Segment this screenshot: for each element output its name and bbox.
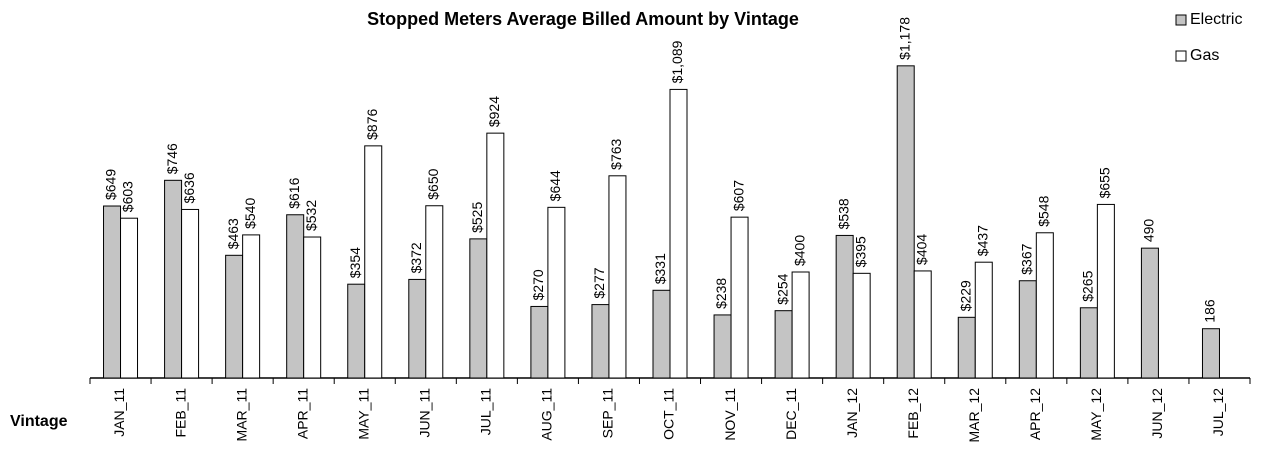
data-label: $746: [164, 143, 180, 174]
bar: [486, 132, 505, 379]
data-label: 490: [1141, 219, 1157, 243]
data-label: $603: [120, 181, 136, 212]
bar: [242, 234, 261, 379]
legend-label: Gas: [1190, 47, 1219, 64]
data-label: $254: [774, 273, 790, 304]
data-label: $924: [486, 96, 502, 127]
data-label: $649: [103, 169, 119, 200]
data-label: $1,089: [669, 40, 685, 83]
bar: [791, 271, 810, 379]
x-tick-label: MAR_11: [233, 388, 249, 442]
bar: [425, 205, 444, 379]
x-tick-label: JUL_11: [478, 388, 494, 435]
data-label: $265: [1080, 270, 1096, 301]
x-tick-label: APR_11: [294, 388, 310, 439]
x-tick-label: JUL_12: [1210, 388, 1226, 436]
x-tick-label: MAY_12: [1088, 388, 1104, 441]
bar: [164, 179, 183, 379]
data-label: $238: [713, 278, 729, 309]
bar: [286, 214, 305, 379]
legend-label: Electric: [1190, 11, 1242, 28]
data-label: $270: [530, 269, 546, 300]
data-label: $437: [974, 225, 990, 256]
x-axis-label: Vintage: [10, 413, 68, 430]
x-tick-label: FEB_12: [905, 388, 921, 439]
data-label: $400: [791, 235, 807, 266]
data-label: $616: [286, 177, 302, 208]
data-label: $395: [852, 236, 868, 267]
bar: [1140, 247, 1159, 379]
x-tick-label: JAN_11: [111, 388, 127, 437]
bar: [652, 289, 671, 379]
bar: [408, 278, 427, 379]
data-label: $463: [225, 218, 241, 249]
data-label: $607: [730, 180, 746, 211]
bar: [347, 283, 366, 379]
x-tick-label: JUN_11: [416, 388, 432, 438]
x-tick-label: NOV_11: [722, 388, 738, 441]
x-tick-label: AUG_11: [539, 388, 555, 441]
x-tick-label: APR_12: [1027, 388, 1043, 440]
bar: [1096, 203, 1115, 379]
data-label: $367: [1019, 243, 1035, 274]
bar: [913, 270, 932, 379]
x-tick-label: JAN_12: [844, 388, 860, 438]
x-tick-label: MAR_12: [966, 388, 982, 443]
x-tick-label: SEP_11: [600, 388, 616, 439]
bar: [896, 65, 915, 379]
bar: [730, 216, 749, 379]
bar: [530, 305, 549, 379]
bar: [181, 208, 200, 379]
x-tick-label: MAY_11: [355, 388, 371, 440]
bar: [1035, 232, 1054, 379]
bar: [974, 261, 993, 379]
data-label: $372: [408, 242, 424, 273]
data-label: $763: [608, 138, 624, 169]
bar: [608, 175, 627, 379]
bar: [120, 217, 139, 379]
x-tick-label: JUN_12: [1149, 388, 1165, 439]
bar: [1018, 280, 1037, 379]
bar: [1079, 307, 1098, 379]
data-label: $876: [364, 109, 380, 140]
bar: [225, 254, 244, 379]
legend-swatch: [1175, 14, 1187, 26]
legend-swatch: [1175, 50, 1187, 62]
data-label: $404: [913, 234, 929, 265]
data-label: $636: [181, 172, 197, 203]
bar: [303, 236, 322, 379]
data-label: $532: [303, 200, 319, 231]
bar: [669, 88, 688, 379]
data-label: $655: [1097, 167, 1113, 198]
data-label: $331: [652, 253, 668, 284]
bar: [835, 234, 854, 379]
data-label: $540: [242, 198, 258, 229]
bar: [469, 238, 488, 379]
data-label: $354: [347, 247, 363, 278]
bar: [103, 205, 122, 379]
data-label: $525: [469, 202, 485, 233]
data-label: $538: [835, 198, 851, 229]
bar: [591, 304, 610, 379]
bar: [547, 206, 566, 379]
x-tick-label: DEC_11: [783, 388, 799, 440]
chart-title: Stopped Meters Average Billed Amount by …: [367, 9, 799, 29]
bar: [713, 314, 732, 379]
data-label: $229: [957, 280, 973, 311]
bar: [364, 145, 383, 379]
data-label: $277: [591, 267, 607, 298]
x-tick-label: OCT_11: [661, 388, 677, 440]
bar: [1201, 328, 1220, 379]
bar: [852, 272, 871, 379]
data-label: $650: [425, 168, 441, 199]
data-label: 186: [1202, 299, 1218, 323]
bar: [957, 316, 976, 379]
x-tick-label: FEB_11: [172, 388, 188, 438]
data-label: $548: [1036, 195, 1052, 226]
data-label: $1,178: [896, 17, 912, 60]
bar: [774, 310, 793, 379]
data-label: $644: [547, 170, 563, 201]
